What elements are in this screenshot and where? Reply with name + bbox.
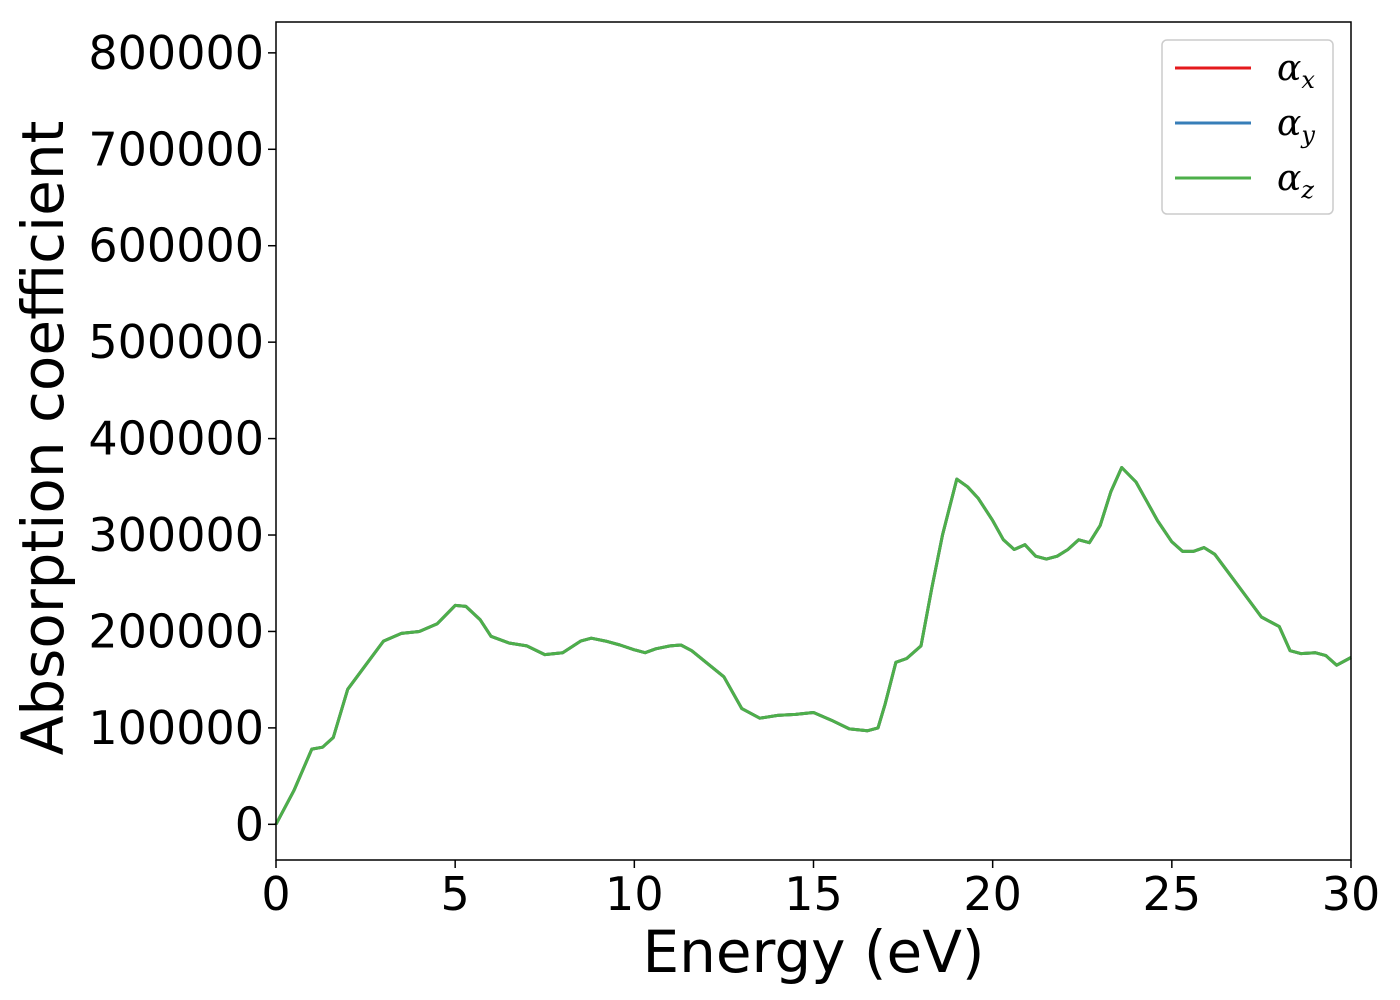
legend-symbol: α bbox=[1277, 158, 1301, 199]
y-tick-label: 0 bbox=[235, 797, 264, 851]
y-tick-label: 400000 bbox=[88, 412, 264, 466]
x-tick-label: 10 bbox=[605, 867, 664, 921]
series-line-y bbox=[276, 468, 1351, 825]
y-axis-title: Absorption coefficient bbox=[9, 121, 77, 756]
series-line-z bbox=[276, 468, 1351, 825]
y-tick-label: 100000 bbox=[88, 701, 264, 755]
x-tick-label: 5 bbox=[441, 867, 470, 921]
series-lines bbox=[276, 468, 1351, 825]
x-tick-label: 30 bbox=[1322, 867, 1381, 921]
y-tick-label: 200000 bbox=[88, 604, 264, 658]
legend-symbol: α bbox=[1277, 48, 1301, 89]
y-tick-label: 800000 bbox=[88, 26, 264, 80]
legend-subscript: x bbox=[1301, 66, 1315, 94]
y-tick-label: 600000 bbox=[88, 219, 264, 273]
y-axis: 0 100000 200000 300000 400000 500000 600000 700… bbox=[88, 26, 276, 851]
legend-symbol: α bbox=[1277, 103, 1301, 144]
x-tick-label: 20 bbox=[963, 867, 1022, 921]
y-tick-label: 300000 bbox=[88, 508, 264, 562]
x-axis-title: Energy (eV) bbox=[642, 918, 984, 986]
x-tick-label: 0 bbox=[261, 867, 290, 921]
x-tick-label: 25 bbox=[1143, 867, 1202, 921]
legend-subscript: z bbox=[1300, 176, 1314, 204]
series-line-x bbox=[276, 468, 1351, 825]
x-tick-label: 15 bbox=[784, 867, 843, 921]
legend-subscript: y bbox=[1300, 121, 1315, 149]
y-tick-label: 700000 bbox=[88, 122, 264, 176]
x-axis: 0 5 10 15 20 25 30 bbox=[261, 860, 1380, 921]
y-tick-label: 500000 bbox=[88, 315, 264, 369]
